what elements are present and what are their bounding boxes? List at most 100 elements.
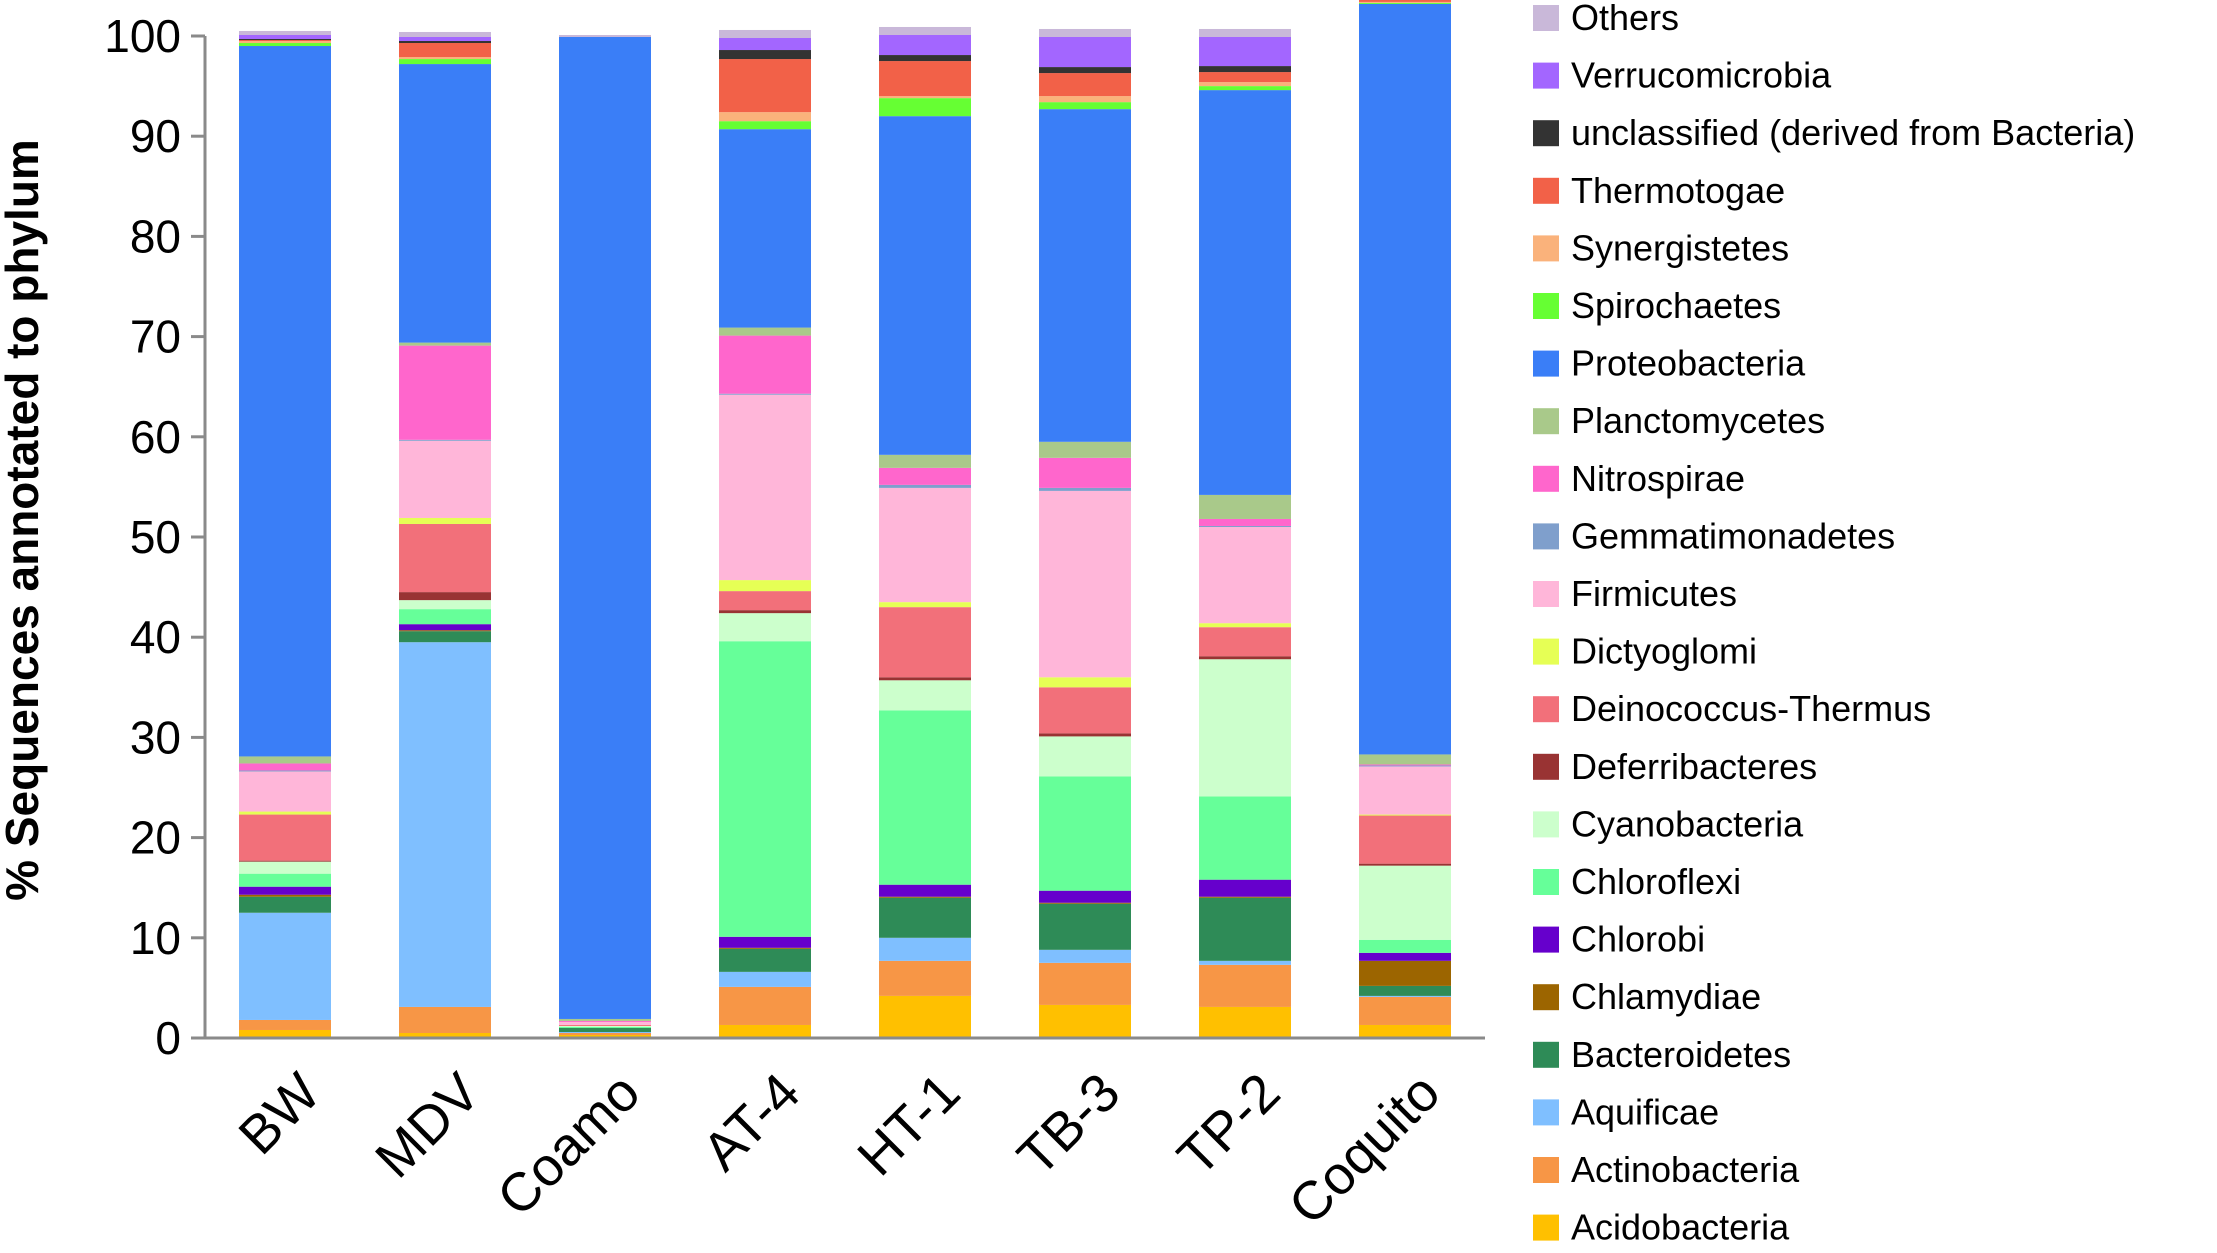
bar-segment: Coamo — Cyanobacteria: 0.1 [559,1025,651,1027]
bar-segment: MDV — Aquificae: 36.4 [399,642,491,1007]
bar-segment: AT-4 — Chlamydiae: 0.1 [719,947,811,949]
legend-label: Acidobacteria [1571,1207,1790,1248]
bar-segment: Coquito — Cyanobacteria: 7.4 [1359,865,1451,940]
bar-segment: AT-4 — Gemmatimonadetes: 0.1 [719,393,811,395]
bar-segment: AT-4 — Others: 0.8 [719,29,811,39]
bar-segment: Coamo — Proteobacteria: 98 [559,37,651,1019]
bar-segment: TB-3 — Deinococcus-Thermus: 4.6 [1039,687,1131,734]
y-tick-label: 10 [130,912,181,964]
y-tick-label: 0 [155,1012,181,1064]
y-tick-label: 60 [130,411,181,463]
legend-item: Planctomycetes [1533,400,1825,441]
bar-segment: TP-2 — Planctomycetes: 2.4 [1199,494,1291,519]
bar-segment: TP-2 — Deinococcus-Thermus: 2.9 [1199,627,1291,657]
legend-item: Firmicutes [1533,573,1737,614]
bar-segment: MDV — Thermotogae: 1.4 [399,43,491,58]
bar-segment: BW — Synergistetes: 0.2 [239,41,331,44]
legend-item: Spirochaetes [1533,285,1781,326]
bar-segment: TP-2 — unclassified (derived from Bacter… [1199,66,1291,73]
bar-segment: HT-1 — Thermotogae: 3.5 [879,61,971,97]
bar-segment: TB-3 — Firmicutes: 18.6 [1039,490,1131,678]
bar-segment: TB-3 — Dictyoglomi: 1 [1039,677,1131,688]
bar-segment: TB-3 — Gemmatimonadetes: 0.3 [1039,487,1131,491]
bar-segment: BW — Actinobacteria: 1 [239,1019,331,1030]
legend-swatch [1533,293,1559,319]
legend-label: Chloroflexi [1571,861,1741,902]
legend-label: Deferribacteres [1571,746,1817,787]
bar-segment: Coquito — Nitrospirae: 0.1 [1359,764,1451,766]
bar-segment: TB-3 — Proteobacteria: 33.2 [1039,109,1131,442]
bar-segment: MDV — Firmicutes: 7.7 [399,440,491,518]
bar-segment: AT-4 — Synergistetes: 0.9 [719,112,811,122]
legend-swatch [1533,696,1559,723]
bar-segment: TB-3 — Bacteroidetes: 4.6 [1039,903,1131,950]
x-tick-label: BW [228,1062,332,1166]
legend-item: Aquificae [1533,1091,1719,1132]
bar-segment: MDV — Deferribacteres: 0.8 [399,592,491,601]
bar-segment: MDV — Acidobacteria: 0.5 [399,1032,491,1038]
bar-segment: Coquito — Gemmatimonadetes: 0.1 [1359,765,1451,767]
bar-segment: Coamo — Nitrospirae: 0.1 [559,1020,651,1022]
y-tick-label: 100 [104,10,181,62]
x-tick-label: AT-4 [691,1062,811,1182]
bar-segment: Coquito — Chlamydiae: 2.5 [1359,960,1451,986]
bar-segment: TP-2 — Synergistetes: 0.4 [1199,82,1291,87]
legend-swatch [1533,581,1559,607]
legend-item: Proteobacteria [1533,343,1806,384]
bar-segment: Coamo — Planctomycetes: 0.2 [559,1018,651,1021]
legend-item: Chlamydiae [1533,976,1761,1017]
bar-segment: BW — Chloroflexi: 1.3 [239,873,331,887]
bar-segment: AT-4 — Firmicutes: 18.5 [719,394,811,581]
bar-segment: MDV — Verrucomicrobia: 0.4 [399,37,491,42]
bar-segment: HT-1 — Deinococcus-Thermus: 7 [879,607,971,678]
bar-segment: HT-1 — Chlamydiae: 0.1 [879,896,971,898]
bar-segment: TP-2 — Aquificae: 0.4 [1199,960,1291,965]
bar-segment: AT-4 — Deinococcus-Thermus: 1.9 [719,591,811,611]
bar-tb-3: TB-3 — Acidobacteria: 3.3TB-3 — Actinoba… [1039,28,1131,1038]
legend: Others Verrucomicrobia unclassified (deriv… [1533,0,2135,1248]
legend-swatch [1533,1214,1559,1241]
legend-label: Thermotogae [1571,170,1785,211]
bar-segment: Coquito — Spirochaetes: 0.1 [1359,2,1451,4]
bar-segment: TB-3 — Planctomycetes: 1.6 [1039,441,1131,458]
bar-segment: BW — Chlorobi: 0.8 [239,886,331,895]
bar-segment: AT-4 — Thermotogae: 5.3 [719,59,811,113]
bar-segment: AT-4 — Planctomycetes: 0.8 [719,327,811,336]
legend-swatch [1533,62,1559,89]
bar-segment: MDV — Proteobacteria: 27.8 [399,64,491,343]
legend-swatch [1533,408,1559,435]
bar-segment: MDV — Actinobacteria: 2.6 [399,1006,491,1033]
bar-segment: MDV — Dictyoglomi: 0.6 [399,517,491,524]
x-tick-label: Coquito [1277,1062,1451,1236]
bar-segment: AT-4 — Actinobacteria: 3.8 [719,986,811,1025]
bar-segment: AT-4 — Proteobacteria: 19.8 [719,129,811,328]
bar-segment: Coquito — Synergistetes: 0.1 [1359,1,1451,3]
legend-label: Firmicutes [1571,573,1737,614]
bar-segment: TP-2 — Chloroflexi: 8.3 [1199,796,1291,880]
bar-segment: BW — Acidobacteria: 0.8 [239,1029,331,1038]
bar-segment: Coamo — Chloroflexi: 0.1 [559,1026,651,1028]
bar-segment: BW — Bacteroidetes: 1.6 [239,896,331,913]
bar-segment: AT-4 — Deferribacteres: 0.3 [719,610,811,614]
bar-segment: BW — Planctomycetes: 0.7 [239,756,331,764]
legend-item: unclassified (derived from Bacteria) [1533,112,2135,153]
bar-segment: TB-3 — Nitrospirae: 3 [1039,457,1131,488]
legend-item: Nitrospirae [1533,458,1745,499]
x-tick-label: TP-2 [1166,1062,1291,1187]
bar-segment: TP-2 — Actinobacteria: 4.2 [1199,964,1291,1007]
legend-label: Nitrospirae [1571,458,1745,499]
bar-mdv: MDV — Acidobacteria: 0.5MDV — Actinobact… [399,31,491,1038]
bar-segment: Coquito — Actinobacteria: 2.8 [1359,996,1451,1025]
bar-segment: TP-2 — Dictyoglomi: 0.4 [1199,623,1291,628]
bar-segment: AT-4 — Nitrospirae: 5.8 [719,335,811,394]
legend-label: Spirochaetes [1571,285,1781,326]
bar-segment: TP-2 — Thermotogae: 1 [1199,72,1291,83]
bar-segment: Coquito — Aquificae: 0.1 [1359,995,1451,997]
bar-segment: HT-1 — Verrucomicrobia: 2 [879,34,971,56]
legend-item: Chloroflexi [1533,861,1741,902]
bar-segment: MDV — Synergistetes: 0.2 [399,57,491,60]
bar-segment: HT-1 — Chlorobi: 1.2 [879,884,971,897]
bar-tp-2: TP-2 — Acidobacteria: 3.1TP-2 — Actinoba… [1199,28,1291,1038]
legend-label: unclassified (derived from Bacteria) [1571,112,2135,153]
